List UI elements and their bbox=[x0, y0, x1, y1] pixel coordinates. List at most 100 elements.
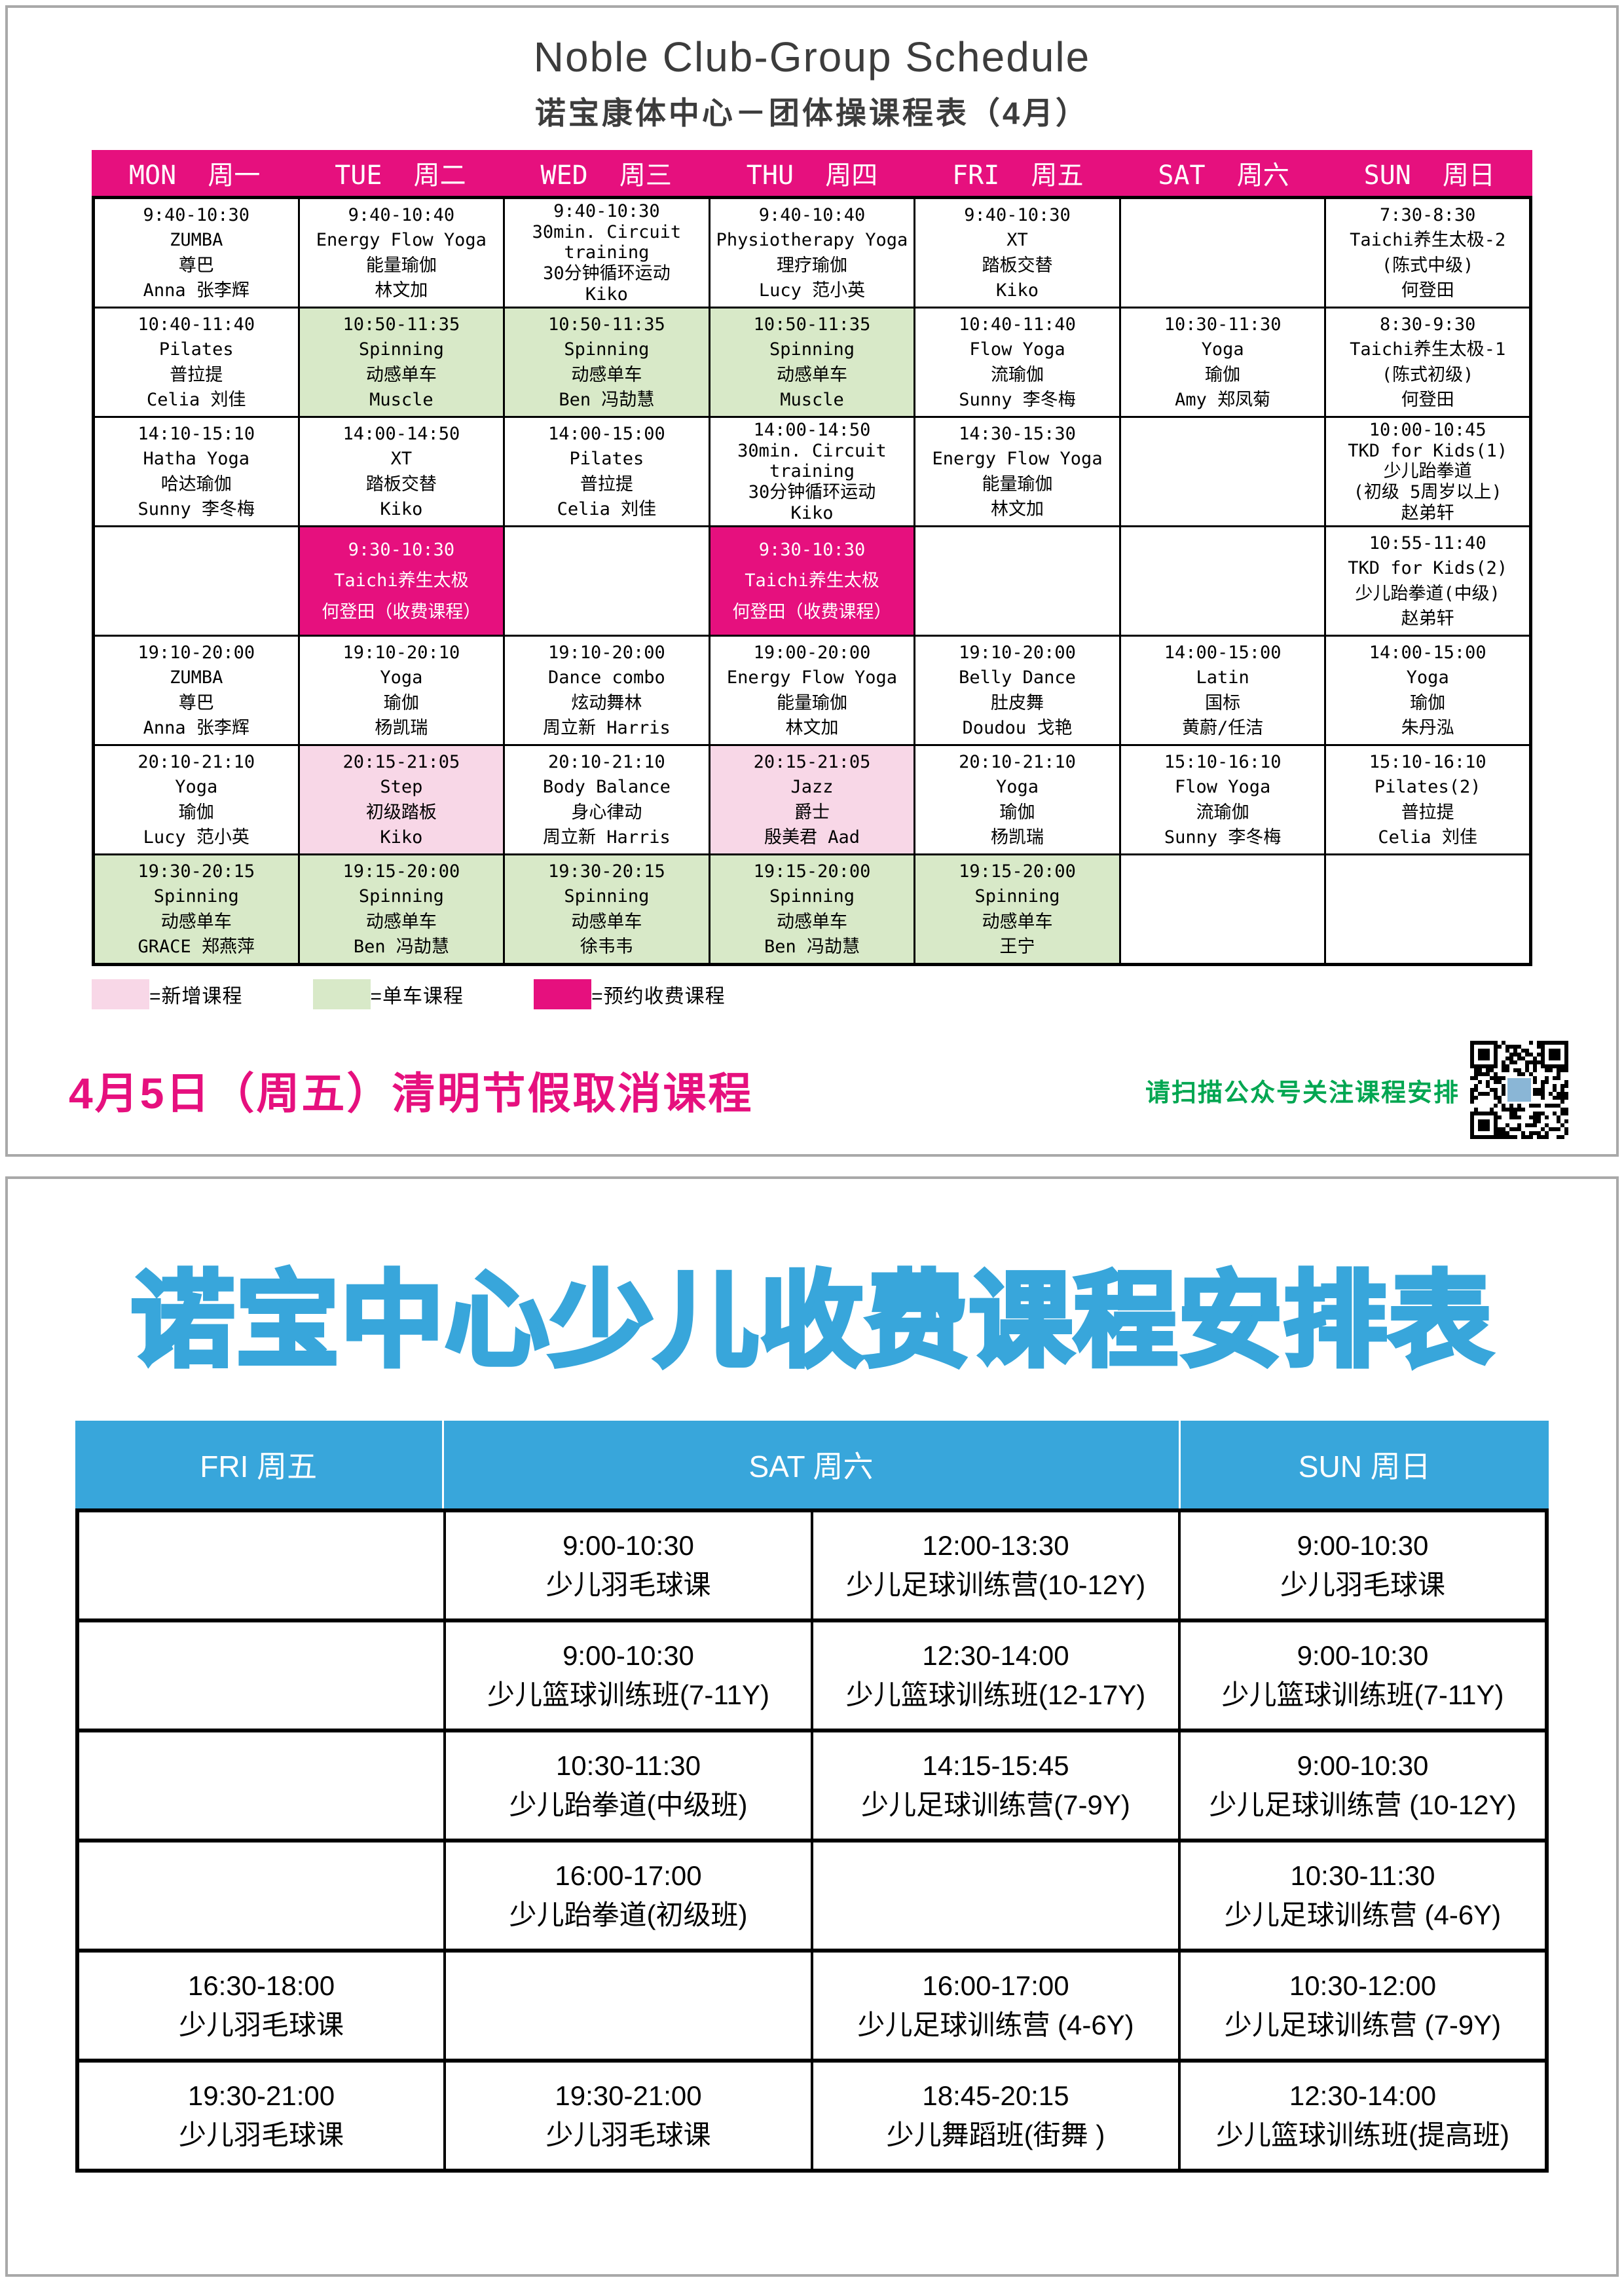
weekday-mon: MON 周一 bbox=[128, 160, 261, 191]
kids-schedule-row: 16:00-17:00 少儿跆拳道(初级班) 10:30-11:30 少儿足球训练营 … bbox=[76, 1839, 1548, 1953]
kids-class-cell: 10:30-12:00 少儿足球训练营 (7-9Y) bbox=[1178, 1949, 1548, 2063]
class-cell: 19:15-20:00 Spinning 动感单车 Ben 冯劼慧 bbox=[708, 853, 916, 965]
header-fri: FRI 周五 bbox=[75, 1421, 444, 1508]
legend-swatch bbox=[92, 979, 149, 1009]
weekday-fri: FRI 周五 bbox=[952, 160, 1084, 191]
kids-class-cell bbox=[811, 1839, 1181, 1953]
kids-class-cell: 12:30-14:00 少儿篮球训练班(12-17Y) bbox=[811, 1619, 1181, 1732]
legend-swatch bbox=[312, 979, 371, 1009]
legend-label: =单车课程 bbox=[370, 986, 464, 1007]
kids-class-cell bbox=[76, 1619, 446, 1732]
class-cell: 20:10-21:10 Yoga 瑜伽 杨凯瑞 bbox=[913, 744, 1121, 855]
class-cell bbox=[92, 525, 300, 637]
class-cell: 10:40-11:40 Flow Yoga 流瑜伽 Sunny 李冬梅 bbox=[913, 307, 1121, 418]
class-cell: 15:10-16:10 Flow Yoga 流瑜伽 Sunny 李冬梅 bbox=[1118, 744, 1327, 855]
class-cell: 19:15-20:00 Spinning 动感单车 王宁 bbox=[913, 853, 1121, 965]
class-cell bbox=[503, 525, 710, 637]
class-cell bbox=[1118, 853, 1327, 965]
weekday-wed: WED 周三 bbox=[540, 160, 672, 191]
kids-schedule-row: 10:30-11:30 少儿跆拳道(中级班) 14:15-15:45 少儿足球训练营(… bbox=[76, 1729, 1548, 1842]
kids-class-cell: 18:45-20:15 少儿舞蹈班(街舞 ) bbox=[811, 2059, 1181, 2173]
class-cell: 19:10-20:00 Dance combo 炫动舞林 周立新 Harris bbox=[503, 635, 710, 746]
class-cell: 9:40-10:30 ZUMBA 尊巴 Anna 张李辉 bbox=[92, 196, 300, 309]
schedule-row: 10:40-11:40 Pilates 普拉提 Celia 刘佳 10:50-11:35… bbox=[92, 307, 1532, 418]
class-cell bbox=[913, 525, 1121, 637]
class-cell: 15:10-16:10 Pilates(2) 普拉提 Celia 刘佳 bbox=[1324, 744, 1532, 855]
kids-class-cell: 9:00-10:30 少儿足球训练营 (10-12Y) bbox=[1178, 1729, 1548, 1842]
header-sat: SAT 周六 bbox=[444, 1421, 1181, 1508]
qr-area: 请扫描公众号关注课程安排 bbox=[1145, 1041, 1568, 1139]
kids-class-cell bbox=[76, 1509, 446, 1622]
class-cell: 9:40-10:30 30min. Circuit training 30分钟循环运动… bbox=[503, 196, 710, 309]
class-cell: 14:00-14:50 XT 踏板交替 Kiko bbox=[297, 416, 506, 527]
class-cell: 14:00-14:50 30min. Circuit training 30分钟循环运… bbox=[708, 416, 916, 527]
kids-class-cell: 10:30-11:30 少儿跆拳道(中级班) bbox=[443, 1729, 813, 1842]
class-cell: 8:30-9:30 Taichi养生太极-1 (陈式初级) 何登田 bbox=[1324, 307, 1532, 418]
kids-schedule-row: 19:30-21:00 少儿羽毛球课 19:30-21:00 少儿羽毛球课 18:45-… bbox=[76, 2059, 1548, 2173]
class-cell: 9:40-10:30 XT 踏板交替 Kiko bbox=[913, 196, 1121, 309]
kids-schedule-row: 9:00-10:30 少儿羽毛球课 12:00-13:30 少儿足球训练营(10-12… bbox=[76, 1509, 1548, 1622]
legend: =新增课程 =单车课程 =预约收费课程 bbox=[92, 979, 1532, 1009]
header-sun: SUN 周日 bbox=[1298, 1450, 1431, 1484]
class-cell: 9:40-10:40 Energy Flow Yoga 能量瑜伽 林文加 bbox=[297, 196, 506, 309]
kids-schedule-row: 16:30-18:00 少儿羽毛球课 16:00-17:00 少儿足球训练营 (4-6… bbox=[76, 1949, 1548, 2063]
kids-class-cell: 9:00-10:30 少儿篮球训练班(7-11Y) bbox=[1178, 1619, 1548, 1732]
class-cell: 10:40-11:40 Pilates 普拉提 Celia 刘佳 bbox=[92, 307, 300, 418]
class-cell: 9:40-10:40 Physiotherapy Yoga 理疗瑜伽 Lucy 范小英 bbox=[708, 196, 916, 309]
class-cell: 19:00-20:00 Energy Flow Yoga 能量瑜伽 林文加 bbox=[708, 635, 916, 746]
class-cell: 14:00-15:00 Pilates 普拉提 Celia 刘佳 bbox=[503, 416, 710, 527]
class-cell: 14:00-15:00 Yoga 瑜伽 朱丹泓 bbox=[1324, 635, 1532, 746]
class-cell: 10:50-11:35 Spinning 动感单车 Muscle bbox=[708, 307, 916, 418]
qr-caption: 请扫描公众号关注课程安排 bbox=[1145, 1079, 1460, 1107]
legend-label: =新增课程 bbox=[149, 986, 243, 1007]
page-title: Noble Club-Group Schedule bbox=[533, 33, 1091, 81]
class-cell: 20:10-21:10 Yoga 瑜伽 Lucy 范小英 bbox=[92, 744, 300, 855]
class-cell bbox=[1118, 525, 1327, 637]
kids-class-cell: 12:30-14:00 少儿篮球训练班(提高班) bbox=[1178, 2059, 1548, 2173]
legend-item: =预约收费课程 bbox=[534, 979, 726, 1009]
class-cell: 9:30-10:30 Taichi养生太极 何登田（收费课程） bbox=[297, 525, 506, 637]
kids-class-cell: 16:30-18:00 少儿羽毛球课 bbox=[76, 1949, 446, 2063]
kids-header-row: FRI 周五 SAT 周六 SUN 周日 bbox=[75, 1421, 1549, 1508]
schedule-row: 9:40-10:30 ZUMBA 尊巴 Anna 张李辉 9:40-10:40 Energ… bbox=[92, 196, 1532, 309]
kids-schedule-row: 9:00-10:30 少儿篮球训练班(7-11Y) 12:30-14:00 少儿篮球训… bbox=[76, 1619, 1548, 1732]
class-cell: 20:10-21:10 Body Balance 身心律动 周立新 Harris bbox=[503, 744, 710, 855]
class-cell bbox=[1118, 416, 1327, 527]
schedule-row: 9:30-10:30 Taichi养生太极 何登田（收费课程） 9:30-10:30 T… bbox=[92, 525, 1532, 637]
schedule-row: 14:10-15:10 Hatha Yoga 哈达瑜伽 Sunny 李冬梅 14:00-… bbox=[92, 416, 1532, 527]
legend-label: =预约收费课程 bbox=[591, 986, 726, 1007]
kids-class-cell: 9:00-10:30 少儿羽毛球课 bbox=[443, 1509, 813, 1622]
kids-class-cell: 14:15-15:45 少儿足球训练营(7-9Y) bbox=[811, 1729, 1181, 1842]
class-cell: 10:55-11:40 TKD for Kids(2) 少儿跆拳道(中级) 赵弟轩 bbox=[1324, 525, 1532, 637]
class-cell: 19:30-20:15 Spinning 动感单车 徐韦韦 bbox=[503, 853, 710, 965]
weekday-header-row: MON 周一 TUE 周二 WED 周三 THU 周四 FRI 周五 SAT 周六 SUN … bbox=[92, 150, 1532, 196]
kids-schedule-table: FRI 周五 SAT 周六 SUN 周日 9:00-10:30 少儿羽毛球课 12:… bbox=[75, 1421, 1549, 2173]
kids-class-cell: 9:00-10:30 少儿篮球训练班(7-11Y) bbox=[443, 1619, 813, 1732]
legend-item: =单车课程 bbox=[312, 979, 464, 1009]
class-cell bbox=[1118, 196, 1327, 309]
class-cell: 19:10-20:00 ZUMBA 尊巴 Anna 张李辉 bbox=[92, 635, 300, 746]
kids-class-cell: 19:30-21:00 少儿羽毛球课 bbox=[443, 2059, 813, 2173]
kids-class-cell: 16:00-17:00 少儿跆拳道(初级班) bbox=[443, 1839, 813, 1953]
kids-class-cell bbox=[443, 1949, 813, 2063]
kids-schedule-title: 诺宝中心少儿收费课程安排表 bbox=[129, 1262, 1494, 1381]
holiday-notice: 4月5日（周五）清明节假取消课程 bbox=[69, 1069, 754, 1117]
class-cell: 14:10-15:10 Hatha Yoga 哈达瑜伽 Sunny 李冬梅 bbox=[92, 416, 300, 527]
class-cell: 20:15-21:05 Step 初级踏板 Kiko bbox=[297, 744, 506, 855]
weekday-tue: TUE 周二 bbox=[335, 160, 466, 191]
weekday-thu: THU 周四 bbox=[746, 160, 878, 191]
class-cell: 19:10-20:10 Yoga 瑜伽 杨凯瑞 bbox=[297, 635, 506, 746]
class-cell: 20:15-21:05 Jazz 爵士 殷美君 Aad bbox=[708, 744, 916, 855]
schedule-row: 20:10-21:10 Yoga 瑜伽 Lucy 范小英 20:15-21:05 Step… bbox=[92, 744, 1532, 855]
kids-class-cell: 12:00-13:30 少儿足球训练营(10-12Y) bbox=[811, 1509, 1181, 1622]
class-cell: 14:30-15:30 Energy Flow Yoga 能量瑜伽 林文加 bbox=[913, 416, 1121, 527]
schedule-row: 19:30-20:15 Spinning 动感单车 GRACE 郑燕萍 19:15-20… bbox=[92, 853, 1532, 965]
class-cell: 14:00-15:00 Latin 国标 黄蔚/任洁 bbox=[1118, 635, 1327, 746]
footer-strip: 4月5日（周五）清明节假取消课程 请扫描公众号关注课程安排 bbox=[56, 1041, 1568, 1139]
schedule-row: 19:10-20:00 ZUMBA 尊巴 Anna 张李辉 19:10-20:10 Yog… bbox=[92, 635, 1532, 746]
legend-item: =新增课程 bbox=[92, 979, 243, 1009]
class-cell: 10:30-11:30 Yoga 瑜伽 Amy 郑凤菊 bbox=[1118, 307, 1327, 418]
qr-code bbox=[1470, 1041, 1568, 1139]
legend-swatch bbox=[534, 979, 592, 1009]
